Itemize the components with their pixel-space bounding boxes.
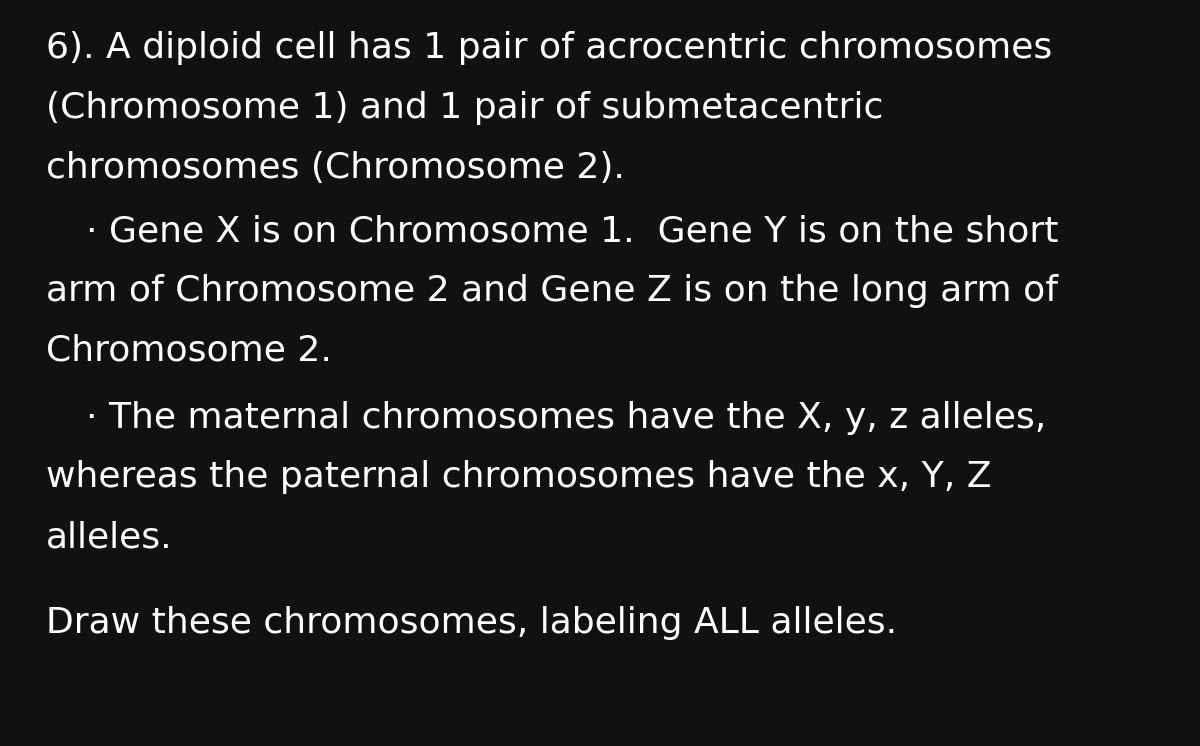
Text: · Gene X is on Chromosome 1.  Gene Y is on the short: · Gene X is on Chromosome 1. Gene Y is o… — [86, 214, 1058, 248]
Text: chromosomes (Chromosome 2).: chromosomes (Chromosome 2). — [46, 151, 624, 185]
Text: Draw these chromosomes, labeling ALL alleles.: Draw these chromosomes, labeling ALL all… — [46, 606, 896, 640]
Text: 6). A diploid cell has 1 pair of acrocentric chromosomes: 6). A diploid cell has 1 pair of acrocen… — [46, 31, 1052, 66]
Text: Chromosome 2.: Chromosome 2. — [46, 333, 331, 368]
Text: whereas the paternal chromosomes have the x, Y, Z: whereas the paternal chromosomes have th… — [46, 460, 991, 495]
Text: · The maternal chromosomes have the X, y, z alleles,: · The maternal chromosomes have the X, y… — [86, 401, 1046, 435]
Text: (Chromosome 1) and 1 pair of submetacentric: (Chromosome 1) and 1 pair of submetacent… — [46, 91, 883, 125]
Text: alleles.: alleles. — [46, 520, 173, 554]
Text: arm of Chromosome 2 and Gene Z is on the long arm of: arm of Chromosome 2 and Gene Z is on the… — [46, 274, 1057, 308]
